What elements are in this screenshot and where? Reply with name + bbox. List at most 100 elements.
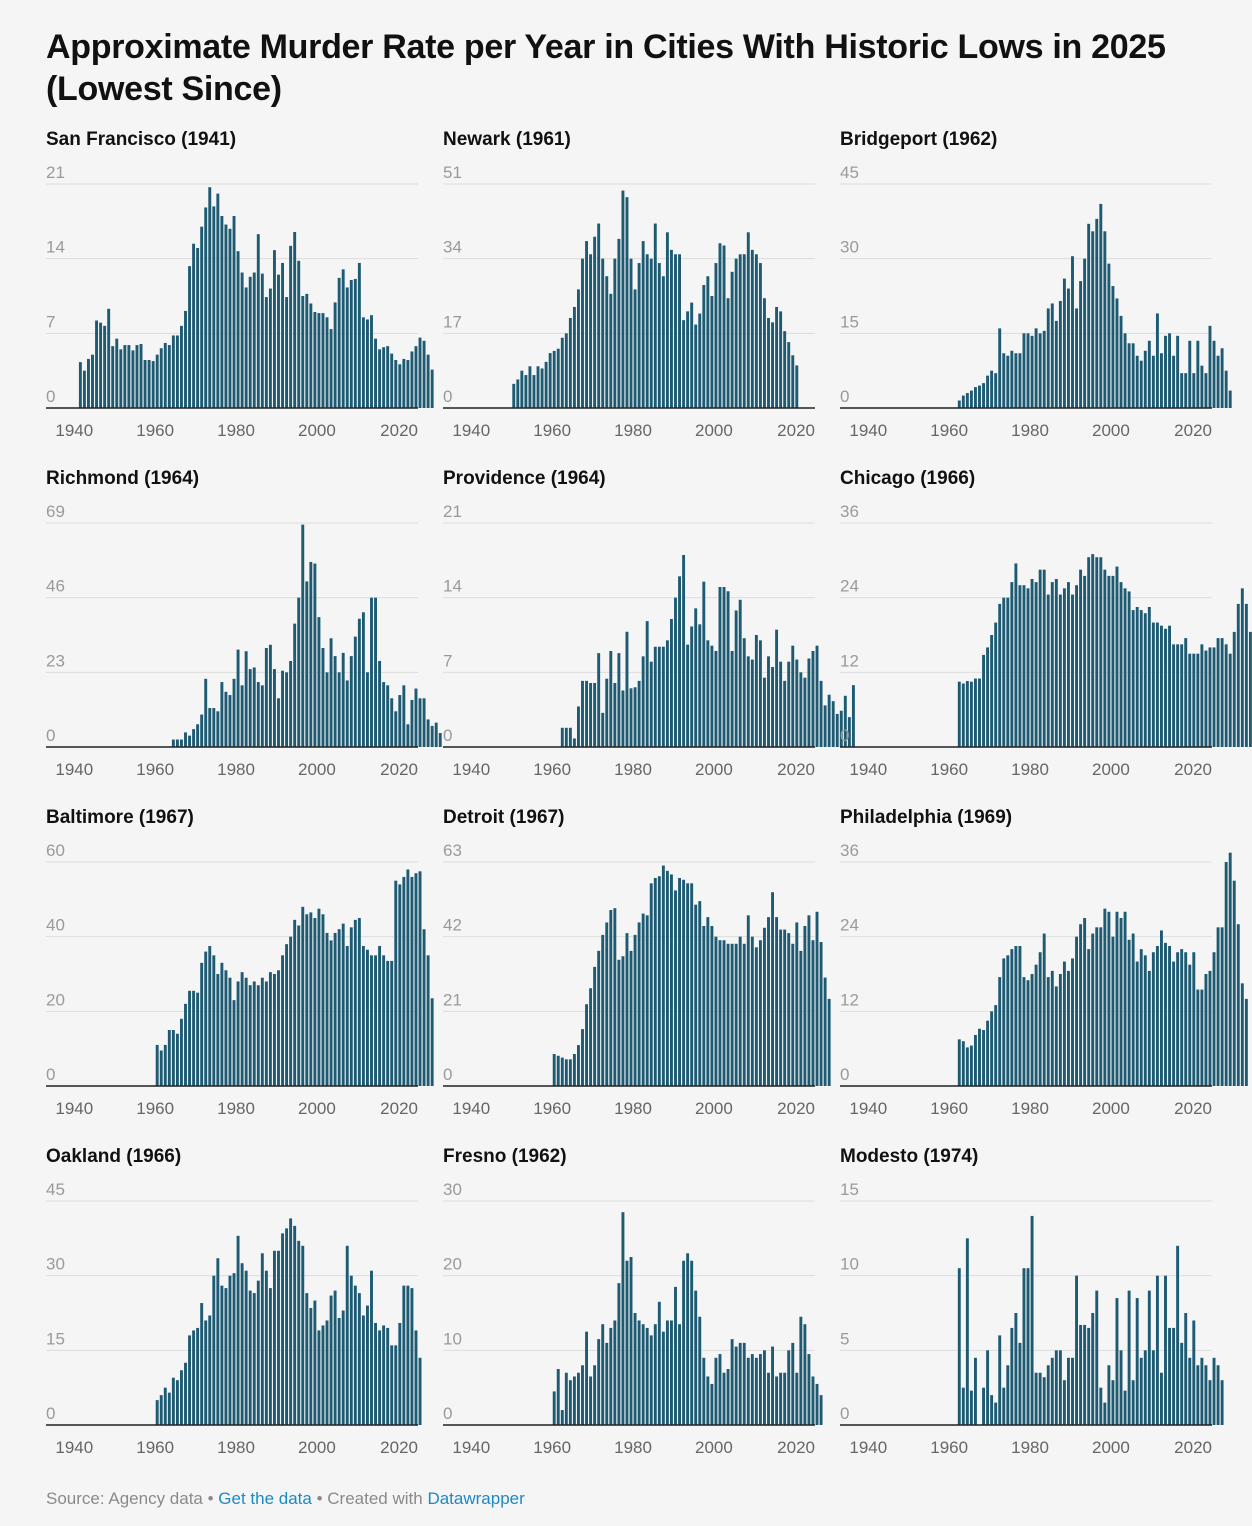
bar bbox=[277, 970, 280, 1086]
bar bbox=[159, 1050, 163, 1086]
bar bbox=[978, 385, 981, 408]
bar bbox=[329, 638, 333, 747]
bar bbox=[552, 1054, 556, 1086]
bar bbox=[819, 1395, 823, 1425]
bar bbox=[714, 936, 718, 1086]
bar bbox=[175, 335, 179, 408]
bar bbox=[366, 319, 369, 408]
bar bbox=[232, 1273, 236, 1425]
bar bbox=[771, 1346, 774, 1425]
bar bbox=[601, 934, 605, 1086]
bar bbox=[317, 617, 321, 747]
y-tick-label: 30 bbox=[840, 238, 859, 257]
x-tick-label: 1960 bbox=[930, 1099, 968, 1118]
bar bbox=[256, 234, 260, 408]
bar bbox=[1071, 256, 1074, 408]
footer-separator: • Created with bbox=[311, 1489, 428, 1508]
bar bbox=[325, 672, 329, 747]
x-tick-label: 1940 bbox=[55, 760, 93, 779]
datawrapper-link[interactable]: Datawrapper bbox=[427, 1489, 525, 1508]
bar bbox=[629, 1257, 633, 1425]
bar bbox=[1228, 390, 1232, 408]
bar bbox=[726, 943, 730, 1086]
bar bbox=[787, 342, 791, 408]
bar bbox=[674, 890, 677, 1086]
bar bbox=[248, 1290, 252, 1425]
bar bbox=[1131, 610, 1135, 747]
bar bbox=[414, 688, 418, 747]
bar bbox=[1018, 585, 1022, 747]
bar bbox=[426, 354, 430, 408]
x-tick-label: 1940 bbox=[55, 421, 93, 440]
bar bbox=[220, 1285, 224, 1425]
bar bbox=[204, 678, 208, 747]
bar bbox=[1099, 927, 1103, 1086]
bar bbox=[1034, 1372, 1038, 1425]
bar bbox=[139, 344, 143, 408]
bar bbox=[633, 289, 637, 408]
x-tick-label: 2020 bbox=[1174, 1438, 1212, 1457]
bar bbox=[155, 1044, 159, 1086]
bar bbox=[390, 960, 394, 1086]
bar bbox=[1236, 924, 1240, 1086]
bar bbox=[1160, 1372, 1163, 1425]
bar bbox=[819, 942, 823, 1086]
bar bbox=[589, 1376, 593, 1425]
bar bbox=[1038, 952, 1042, 1086]
bar bbox=[244, 651, 248, 747]
bar bbox=[155, 354, 159, 408]
bar bbox=[763, 927, 766, 1086]
bar bbox=[617, 1283, 621, 1425]
bar bbox=[1172, 961, 1176, 1086]
bar bbox=[1079, 281, 1083, 408]
bar bbox=[686, 883, 690, 1086]
bar bbox=[803, 1324, 807, 1425]
bar bbox=[779, 929, 783, 1086]
x-tick-label: 2020 bbox=[380, 421, 418, 440]
x-tick-label: 2000 bbox=[1092, 760, 1130, 779]
bar bbox=[1155, 313, 1159, 408]
x-tick-label: 1960 bbox=[136, 1099, 174, 1118]
bar bbox=[625, 631, 629, 747]
bar bbox=[986, 1350, 990, 1425]
bar bbox=[726, 591, 730, 747]
bar bbox=[184, 310, 187, 408]
bar bbox=[763, 298, 766, 408]
x-tick-label: 2000 bbox=[695, 1099, 733, 1118]
bar-series bbox=[957, 852, 1248, 1086]
bar bbox=[228, 977, 232, 1086]
bar bbox=[196, 992, 200, 1086]
bar bbox=[1240, 588, 1244, 747]
bar bbox=[171, 739, 175, 747]
bar bbox=[1091, 933, 1095, 1086]
bar bbox=[1212, 647, 1216, 747]
get-the-data-link[interactable]: Get the data bbox=[218, 1489, 312, 1508]
bar-series bbox=[512, 190, 799, 408]
bar bbox=[216, 711, 220, 747]
bar bbox=[803, 926, 807, 1086]
bar bbox=[649, 258, 653, 408]
bar bbox=[1002, 1387, 1006, 1425]
bar bbox=[1075, 1275, 1078, 1425]
y-tick-label: 60 bbox=[46, 841, 65, 860]
bar bbox=[1075, 308, 1078, 408]
bar-series bbox=[957, 203, 1232, 408]
bar bbox=[791, 355, 795, 408]
bar bbox=[1240, 983, 1244, 1086]
x-tick-label: 1940 bbox=[452, 1438, 490, 1457]
bar bbox=[758, 1354, 762, 1425]
x-tick-label: 1940 bbox=[55, 1438, 93, 1457]
bar bbox=[1058, 594, 1062, 747]
bar bbox=[552, 1391, 556, 1425]
panel-philadelphia: Philadelphia (1969) 0 12 24 36 1940 1960 1980 20… bbox=[840, 807, 1248, 1118]
bar bbox=[305, 1293, 309, 1425]
bar bbox=[609, 1327, 613, 1425]
bar bbox=[593, 1365, 597, 1425]
panel-title: Richmond (1964) bbox=[46, 468, 199, 489]
y-tick-label: 15 bbox=[46, 1329, 65, 1348]
x-tick-label: 2000 bbox=[695, 1438, 733, 1457]
bar bbox=[281, 670, 284, 747]
bar bbox=[1220, 1380, 1224, 1425]
bar bbox=[783, 680, 787, 747]
bar bbox=[188, 1335, 191, 1425]
